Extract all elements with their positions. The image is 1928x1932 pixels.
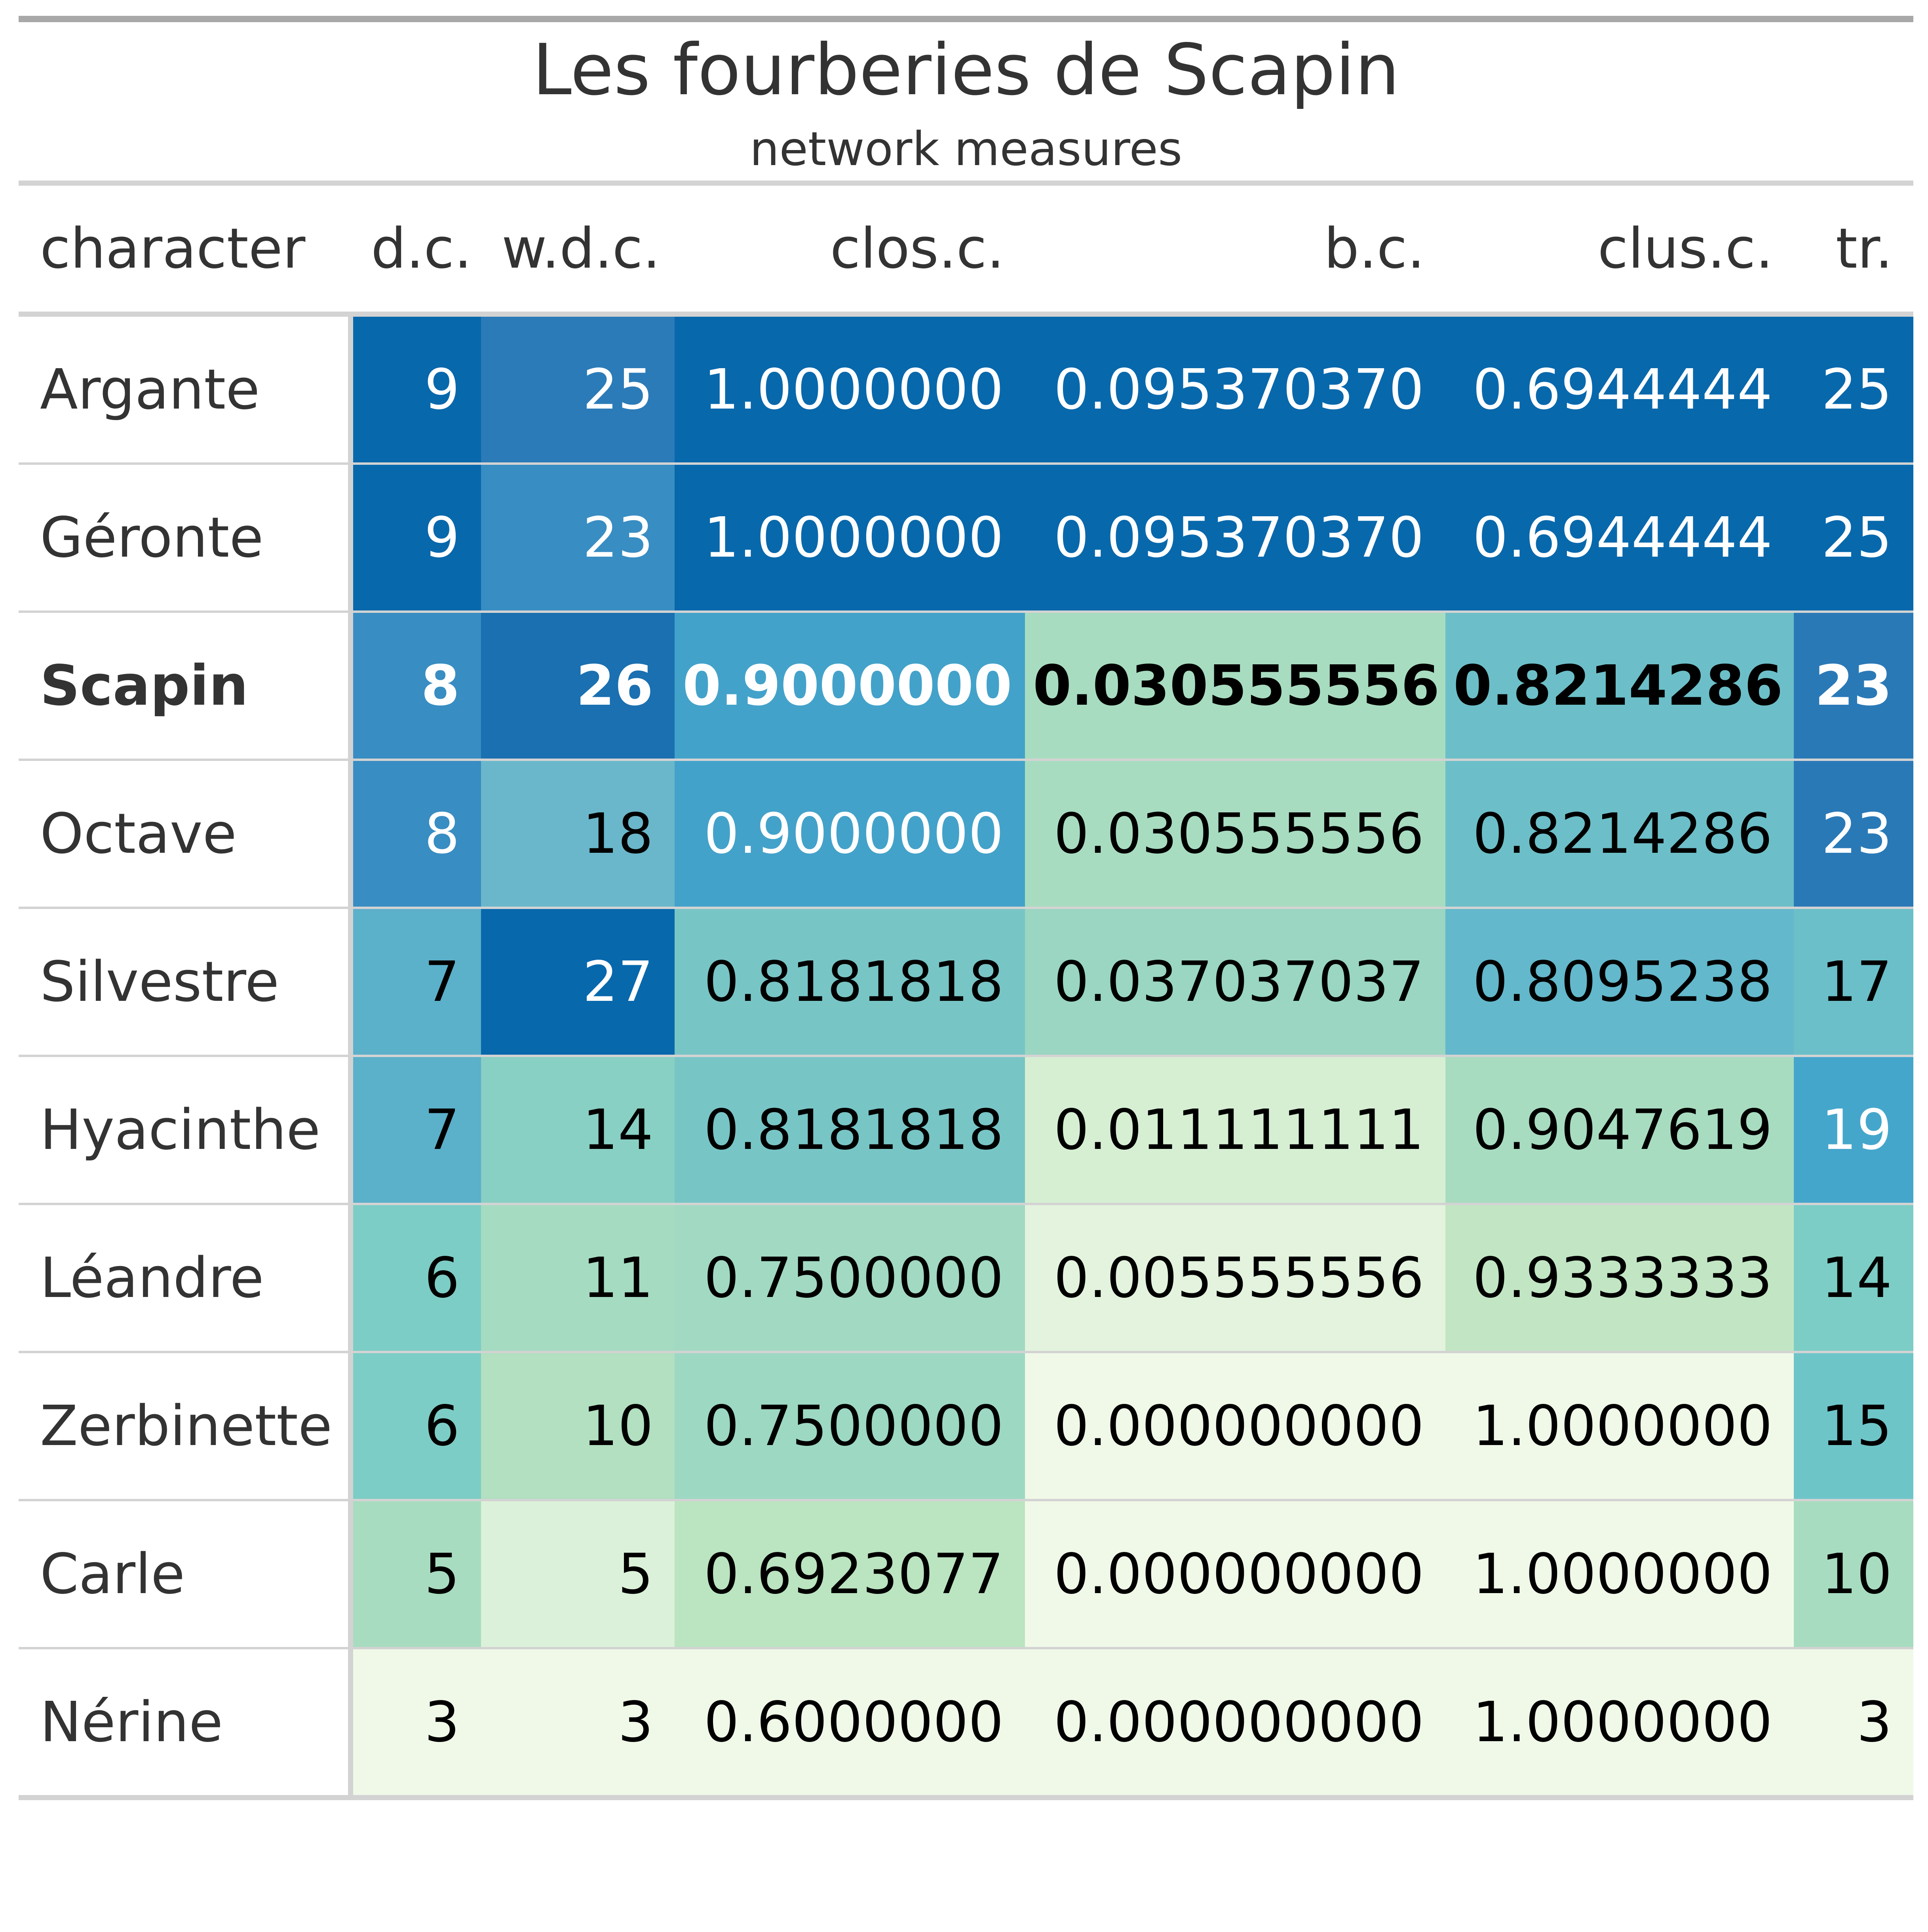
cell-dc: 9 — [350, 314, 481, 465]
cell-closc: 0.6923077 — [675, 1500, 1025, 1649]
cell-closc: 0.7500000 — [675, 1352, 1025, 1501]
column-header-dc: d.c. — [350, 186, 481, 317]
cell-wdc: 25 — [481, 314, 675, 465]
cell-closc: 0.9000000 — [675, 760, 1025, 909]
cell-dc: 3 — [350, 1648, 481, 1800]
cell-closc: 0.8181818 — [675, 908, 1025, 1057]
cell-bc: 0.030555556 — [1025, 760, 1445, 909]
column-header-character: character — [19, 186, 350, 317]
cell-tr: 23 — [1794, 612, 1913, 761]
cell-tr: 3 — [1794, 1648, 1913, 1800]
cell-dc: 5 — [350, 1500, 481, 1649]
row-label-character: Carle — [19, 1500, 353, 1649]
cell-clusc: 0.6944444 — [1445, 464, 1794, 613]
cell-tr: 19 — [1794, 1056, 1913, 1205]
cell-bc: 0.095370370 — [1025, 314, 1445, 465]
table-row: Octave 8 18 0.9000000 0.030555556 0.8214286 23 — [19, 760, 1913, 909]
cell-closc: 0.9000000 — [675, 612, 1025, 761]
table-row: Léandre 6 11 0.7500000 0.005555556 0.9333333 1… — [19, 1204, 1913, 1353]
cell-tr: 17 — [1794, 908, 1913, 1057]
column-header-wdc: w.d.c. — [481, 186, 675, 317]
cell-closc: 1.0000000 — [675, 314, 1025, 465]
row-label-character: Zerbinette — [19, 1352, 353, 1501]
cell-clusc: 0.9333333 — [1445, 1204, 1794, 1353]
table-row: Silvestre 7 27 0.8181818 0.037037037 0.809523… — [19, 908, 1913, 1057]
table-row: Carle 5 5 0.6923077 0.000000000 1.0000000 10 — [19, 1500, 1913, 1649]
cell-dc: 7 — [350, 908, 481, 1057]
cell-dc: 9 — [350, 464, 481, 613]
cell-clusc: 1.0000000 — [1445, 1352, 1794, 1501]
cell-clusc: 0.8214286 — [1445, 760, 1794, 909]
cell-tr: 25 — [1794, 464, 1913, 613]
cell-closc: 0.6000000 — [675, 1648, 1025, 1800]
cell-clusc: 0.8095238 — [1445, 908, 1794, 1057]
column-header-bc: b.c. — [1025, 186, 1445, 317]
table-container: Les fourberies de Scapin network measure… — [19, 16, 1913, 1800]
row-label-character: Géronte — [19, 464, 353, 613]
column-header-tr: tr. — [1794, 186, 1913, 317]
cell-clusc: 1.0000000 — [1445, 1500, 1794, 1649]
cell-clusc: 0.9047619 — [1445, 1056, 1794, 1205]
cell-tr: 14 — [1794, 1204, 1913, 1353]
cell-wdc: 5 — [481, 1500, 675, 1649]
cell-tr: 10 — [1794, 1500, 1913, 1649]
cell-closc: 0.8181818 — [675, 1056, 1025, 1205]
cell-wdc: 18 — [481, 760, 675, 909]
cell-bc: 0.037037037 — [1025, 908, 1445, 1057]
cell-bc: 0.095370370 — [1025, 464, 1445, 613]
cell-wdc: 26 — [481, 612, 675, 761]
table-row: Nérine 3 3 0.6000000 0.000000000 1.0000000 3 — [19, 1648, 1913, 1800]
cell-clusc: 0.8214286 — [1445, 612, 1794, 761]
cell-dc: 6 — [350, 1352, 481, 1501]
table-subtitle: network measures — [749, 122, 1183, 176]
cell-bc: 0.000000000 — [1025, 1500, 1445, 1649]
cell-dc: 8 — [350, 612, 481, 761]
table-body: Argante 9 25 1.0000000 0.095370370 0.6944444 2… — [19, 314, 1913, 1800]
row-label-character: Octave — [19, 760, 353, 909]
row-label-character: Silvestre — [19, 908, 353, 1057]
table-row: Zerbinette 6 10 0.7500000 0.000000000 1.00000… — [19, 1352, 1913, 1501]
cell-bc: 0.011111111 — [1025, 1056, 1445, 1205]
header-row: character d.c. w.d.c. clos.c. b.c. clus.… — [19, 186, 1913, 317]
cell-tr: 15 — [1794, 1352, 1913, 1501]
cell-tr: 23 — [1794, 760, 1913, 909]
row-label-character: Scapin — [19, 612, 353, 761]
cell-wdc: 10 — [481, 1352, 675, 1501]
header-top-rule — [19, 181, 1913, 186]
cell-dc: 7 — [350, 1056, 481, 1205]
cell-dc: 6 — [350, 1204, 481, 1353]
cell-clusc: 1.0000000 — [1445, 1648, 1794, 1800]
table-title: Les fourberies de Scapin — [532, 29, 1400, 111]
network-measures-table: character d.c. w.d.c. clos.c. b.c. clus.… — [19, 186, 1913, 1800]
table-row: Scapin 8 26 0.9000000 0.030555556 0.8214286 23 — [19, 612, 1913, 761]
cell-bc: 0.000000000 — [1025, 1352, 1445, 1501]
cell-bc: 0.000000000 — [1025, 1648, 1445, 1800]
cell-wdc: 3 — [481, 1648, 675, 1800]
table-row: Géronte 9 23 1.0000000 0.095370370 0.6944444 2… — [19, 464, 1913, 613]
top-rule — [19, 16, 1913, 22]
row-label-character: Argante — [19, 314, 353, 465]
cell-wdc: 23 — [481, 464, 675, 613]
cell-closc: 0.7500000 — [675, 1204, 1025, 1353]
cell-bc: 0.030555556 — [1025, 612, 1445, 761]
table-row: Argante 9 25 1.0000000 0.095370370 0.6944444 2… — [19, 314, 1913, 465]
cell-tr: 25 — [1794, 314, 1913, 465]
row-label-character: Nérine — [19, 1648, 353, 1800]
cell-clusc: 0.6944444 — [1445, 314, 1794, 465]
cell-wdc: 11 — [481, 1204, 675, 1353]
cell-bc: 0.005555556 — [1025, 1204, 1445, 1353]
row-label-character: Hyacinthe — [19, 1056, 353, 1205]
cell-dc: 8 — [350, 760, 481, 909]
cell-wdc: 27 — [481, 908, 675, 1057]
table-row: Hyacinthe 7 14 0.8181818 0.011111111 0.904761… — [19, 1056, 1913, 1205]
column-header-closc: clos.c. — [675, 186, 1025, 317]
row-label-character: Léandre — [19, 1204, 353, 1353]
column-header-clusc: clus.c. — [1445, 186, 1794, 317]
cell-closc: 1.0000000 — [675, 464, 1025, 613]
cell-wdc: 14 — [481, 1056, 675, 1205]
